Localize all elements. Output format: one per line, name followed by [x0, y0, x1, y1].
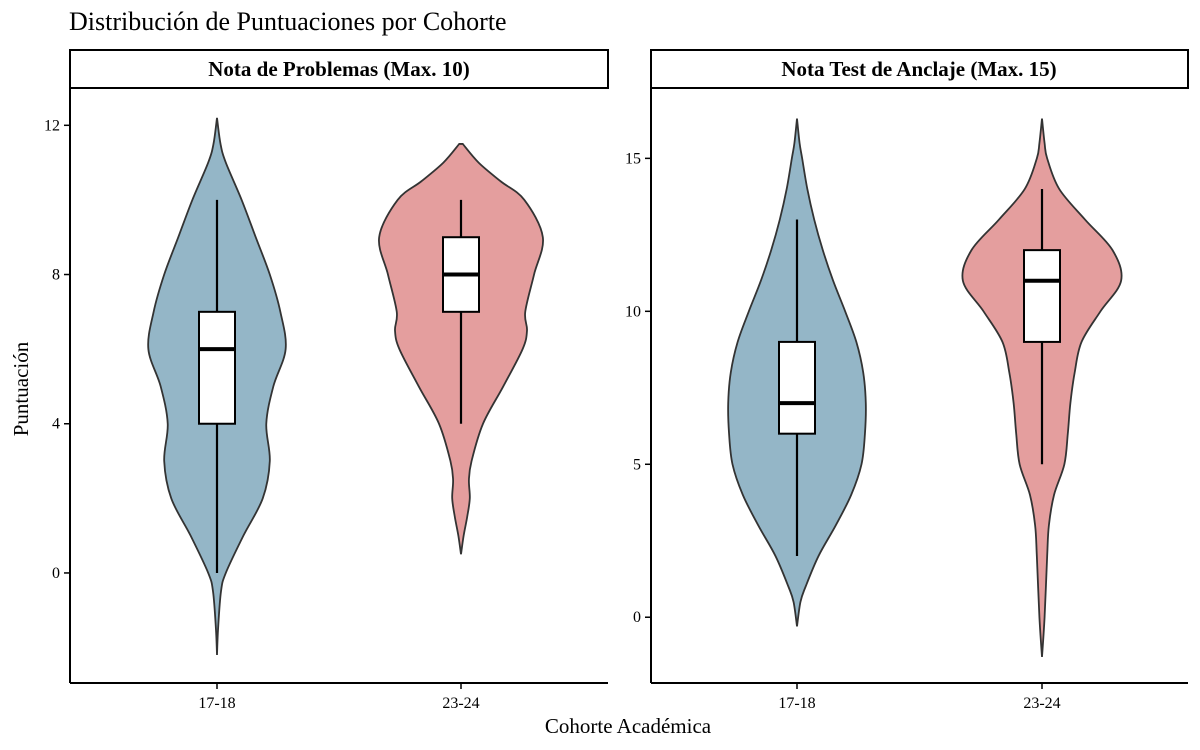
y-tick-label: 4	[52, 416, 60, 433]
strip-box-anclaje	[650, 49, 1189, 89]
x-axis-title: Cohorte Académica	[545, 714, 712, 738]
y-tick-label: 5	[633, 456, 641, 473]
strip-title-problemas: Nota de Problemas (Max. 10)	[208, 57, 470, 81]
chart-title: Distribución de Puntuaciones por Cohorte	[69, 7, 507, 36]
plot-area-anclaje: 0 5 10 15 17-18 23-24	[625, 88, 1188, 712]
box-17-18	[198, 310, 236, 425]
y-tick-label: 8	[52, 267, 60, 284]
x-tick-label: 23-24	[1023, 695, 1060, 712]
strip-title-anclaje: Nota Test de Anclaje (Max. 15)	[781, 57, 1056, 81]
y-tick-label: 12	[44, 117, 60, 134]
box-17-18	[778, 340, 816, 435]
y-tick-label: 0	[633, 609, 641, 626]
y-tick-label: 10	[625, 303, 641, 320]
plot-area-problemas: 0 4 8 12 17-18 23-24	[44, 88, 608, 712]
strip-box-problemas	[69, 49, 609, 89]
y-axis-title: Puntuación	[9, 341, 33, 436]
x-tick-label: 23-24	[442, 695, 479, 712]
panel-anclaje: Nota Test de Anclaje (Max. 15) 0 5 10 15 17-…	[625, 49, 1189, 712]
x-tick-label: 17-18	[778, 695, 815, 712]
panel-problemas: Nota de Problemas (Max. 10) 0 4 8 12 17-18 23…	[44, 49, 609, 712]
y-tick-label: 15	[625, 150, 641, 167]
x-tick-label: 17-18	[198, 695, 235, 712]
box-23-24	[1023, 249, 1061, 343]
y-tick-label: 0	[52, 565, 60, 582]
